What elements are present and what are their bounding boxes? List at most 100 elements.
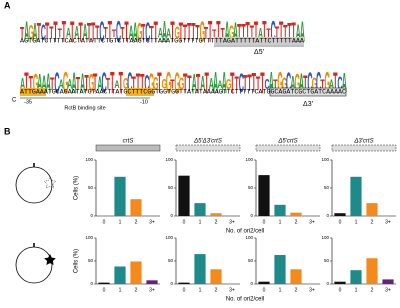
sequence: ATTGAAATGCAGAATATGTAACTTATGCTTTCGGTGGTGG… [20, 89, 346, 96]
logo-letter: T [179, 17, 183, 49]
logo-letter: T [279, 17, 283, 49]
deletion-label: Δ5' [254, 49, 264, 56]
logo-letter: T [254, 16, 258, 49]
y-axis-title: Cells (%) [74, 249, 80, 273]
logo-letter: A [37, 69, 42, 98]
logo-letter: A [33, 19, 38, 48]
logo-letter: T [204, 68, 208, 100]
logo-letter: A [158, 26, 163, 41]
logo-letter: T [191, 19, 195, 48]
logo-letter: T [49, 23, 54, 43]
logo-letter: T [141, 20, 146, 46]
logo-letter: C [239, 69, 244, 99]
sequence-logo: T A GA T C T T T T T A T A T A T T T C T T T C T T A A GT C T T A A A T GT T… [20, 14, 305, 49]
logo-letter: A [20, 74, 25, 93]
logo-letter: A [342, 69, 347, 99]
bar [382, 279, 394, 284]
bar [258, 281, 270, 284]
highlight [20, 88, 46, 96]
logo-letter: T [110, 65, 115, 99]
logo-letter: G [277, 65, 283, 99]
promoter-label: -35 [24, 99, 32, 105]
logo-letter: T [241, 19, 245, 46]
logo-letter: A [46, 68, 51, 100]
logo-letter: G [295, 69, 301, 98]
x-tick-label: 0 [183, 287, 186, 293]
logo-letter: T [247, 70, 252, 97]
logo-letter: C [54, 65, 59, 99]
logo-letter: A [24, 17, 29, 49]
logo-letter: A [83, 20, 88, 46]
bar [178, 282, 190, 284]
logo-letter: C [116, 14, 121, 48]
logo-letter: T [91, 18, 95, 48]
marker: C [12, 98, 17, 104]
y-tick-label: 50 [88, 185, 94, 190]
y-axis-title: Cells (%) [74, 176, 80, 200]
logo-letter: T [187, 17, 192, 46]
panel-title: Δ5'crtS [277, 139, 297, 145]
logo-letter: T [250, 23, 254, 44]
logo-letter: T [273, 78, 277, 91]
logo-letter: T [303, 72, 307, 96]
logo-letter: C [102, 68, 107, 100]
logo-letter: T [187, 71, 191, 97]
highlight [126, 88, 154, 96]
y-tick-label: 0 [326, 281, 329, 286]
logo-letter: A [269, 66, 274, 100]
logo-letter: T [84, 71, 89, 97]
x-tick-label: 3+ [385, 219, 391, 225]
y-tick-label: 100 [165, 157, 173, 162]
x-tick-label: 2 [215, 287, 218, 293]
logo-letter: C [145, 18, 150, 48]
y-tick-label: 0 [326, 213, 329, 218]
panel-title: Δ5'Δ3'crtS [193, 139, 222, 145]
logo-letter: T [70, 14, 74, 48]
logo-letter: T [234, 74, 238, 95]
y-tick-label: 0 [250, 281, 253, 286]
logo-letter: T [260, 67, 264, 100]
x-tick-label: 1 [279, 287, 282, 293]
logo-letter: T [87, 19, 91, 46]
logo-letter: G [229, 23, 234, 44]
logo-letter: A [209, 74, 214, 93]
x-axis-title: No. of ori2/cell [226, 229, 264, 235]
logo-letter: T [266, 27, 270, 40]
logo-letter: G [153, 73, 159, 94]
x-tick-label: 3+ [229, 287, 235, 293]
logo-letter: T [208, 14, 212, 48]
logo-letter: T [154, 14, 158, 48]
x-tick-label: 0 [339, 219, 342, 225]
chromosome-diagram [15, 166, 53, 204]
construct-bar [175, 144, 241, 152]
logo-letter: A [74, 22, 79, 43]
logo-letter: T [20, 24, 24, 42]
logo-letter: C [265, 77, 270, 92]
logo-letter: G [179, 74, 185, 94]
logo-letter: G [282, 74, 288, 94]
logo-letter: T [140, 70, 144, 97]
bar [334, 213, 346, 216]
logo-letter: T [37, 17, 42, 46]
x-tick-label: 3+ [309, 287, 315, 293]
bar [290, 269, 302, 284]
y-tick-label: 100 [85, 157, 93, 162]
sequence: AGTGATCTTTTCACTATATTCTGTCTTAAGTCTTAAATGG… [20, 38, 304, 45]
y-tick-label: 50 [324, 185, 330, 190]
y-tick-label: 0 [250, 213, 253, 218]
logo-letter: T [246, 18, 250, 48]
x-tick-label: 2 [215, 219, 218, 225]
logo-letter: A [329, 77, 334, 92]
logo-letter: C [337, 74, 342, 95]
bar [178, 175, 190, 216]
x-tick-label: 0 [103, 219, 106, 225]
logo-letter: T [256, 74, 260, 95]
bar [274, 255, 286, 284]
y-tick-label: 0 [170, 281, 173, 286]
logo-letter: T [157, 65, 161, 99]
x-tick-label: 2 [135, 219, 138, 225]
logo-letter: A [217, 78, 222, 91]
logo-letter: T [212, 27, 216, 40]
